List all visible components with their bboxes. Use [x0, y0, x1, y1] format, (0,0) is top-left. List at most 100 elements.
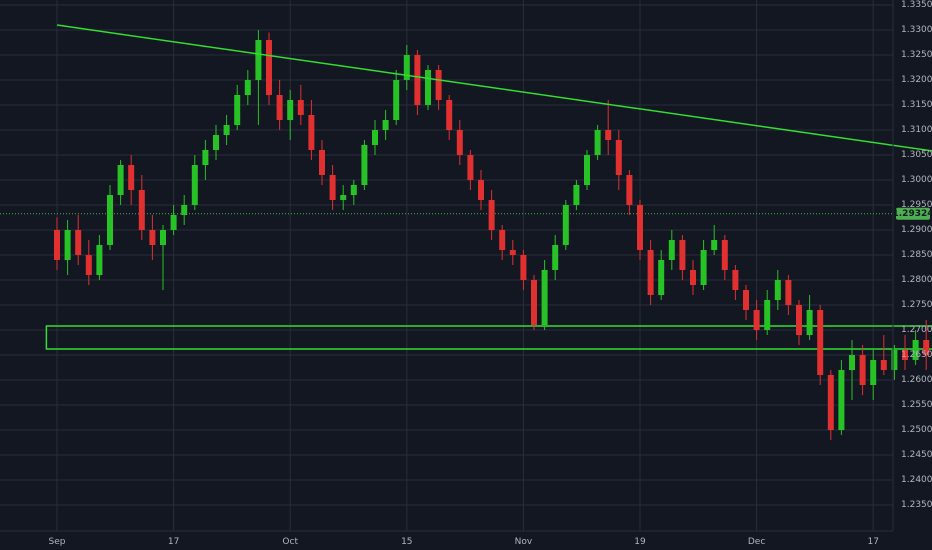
y-tick-label: 1.28500 — [901, 250, 932, 260]
candle-body — [806, 310, 813, 335]
candle — [870, 350, 877, 400]
candle-body — [372, 130, 378, 145]
support-zone[interactable] — [45, 325, 932, 350]
candle — [170, 205, 177, 235]
candle-body — [584, 155, 590, 185]
candle-body — [223, 125, 230, 135]
candle-body — [690, 270, 696, 285]
x-tick-label: Sep — [49, 537, 66, 547]
y-tick-label: 1.33000 — [901, 25, 932, 35]
candle — [711, 225, 718, 255]
candle-body — [107, 195, 113, 245]
candle — [923, 320, 930, 370]
x-tick-label: Dec — [748, 537, 765, 547]
candle-body — [796, 305, 802, 335]
candle — [340, 185, 347, 210]
candle — [690, 260, 696, 295]
x-axis[interactable]: Sep17Oct15Nov19Dec17201914Feb18Mar18 — [49, 537, 932, 547]
candle-body — [520, 255, 527, 280]
candle — [806, 295, 813, 340]
candle-body — [329, 175, 336, 200]
candle-body — [456, 130, 463, 155]
candle — [902, 335, 908, 370]
candle-body — [605, 130, 612, 140]
candle-body — [774, 280, 781, 300]
candle — [414, 50, 421, 115]
candle-body — [255, 40, 262, 80]
candle — [96, 235, 103, 280]
candle — [626, 170, 633, 215]
candle-body — [923, 340, 930, 355]
candle — [456, 120, 463, 165]
candle — [594, 125, 601, 160]
candle-body — [700, 250, 707, 285]
candle-series — [54, 30, 930, 440]
candle — [668, 230, 675, 270]
candle-body — [191, 165, 198, 205]
y-tick-label: 1.24500 — [901, 450, 932, 460]
candle-body — [509, 250, 516, 255]
y-tick-label: 1.26000 — [901, 375, 932, 385]
candle-body — [54, 230, 60, 260]
candle — [764, 290, 771, 335]
candle-body — [849, 355, 855, 370]
candle-body — [234, 95, 241, 125]
candle-body — [647, 250, 654, 295]
candle-body — [297, 100, 304, 115]
trendlines[interactable] — [56, 24, 932, 330]
candle — [361, 140, 368, 190]
candle — [859, 345, 866, 395]
current-price-tag-background — [896, 207, 930, 220]
candle-body — [743, 290, 749, 310]
candle — [541, 260, 548, 330]
candle-body — [202, 150, 209, 165]
candle-body — [499, 230, 506, 250]
current-price-label: 1.29324 — [893, 209, 932, 219]
candle — [382, 110, 389, 140]
candle — [128, 155, 135, 205]
y-axis[interactable]: 1.33500 1.33000 1.32500 1.32000 1.31500 1.310… — [901, 0, 932, 510]
candle-body — [817, 310, 824, 375]
candle — [213, 125, 219, 160]
y-tick-label: 1.30000 — [901, 175, 932, 185]
candle — [562, 200, 569, 250]
candle — [467, 150, 474, 190]
candle — [244, 70, 251, 105]
y-tick-label: 1.31000 — [901, 125, 932, 135]
candle-body — [85, 255, 92, 275]
y-tick-label: 1.28000 — [901, 275, 932, 285]
y-tick-label: 1.30500 — [901, 150, 932, 160]
candle — [796, 300, 802, 345]
candle-body — [350, 185, 357, 195]
descending-trendline[interactable] — [56, 24, 932, 205]
candle — [138, 175, 145, 240]
candle-body — [488, 200, 495, 230]
candle — [743, 285, 749, 320]
candle-body — [859, 355, 866, 385]
candle-body — [753, 310, 760, 330]
candle-body — [170, 215, 177, 230]
candle-body — [902, 350, 908, 360]
candle-body — [562, 205, 569, 245]
candle-body — [96, 245, 103, 275]
candle-body — [276, 95, 283, 120]
candle — [912, 330, 919, 365]
candle — [520, 250, 527, 290]
candle-body — [117, 165, 124, 195]
candle-body — [531, 280, 537, 325]
candle — [658, 250, 665, 300]
candle — [319, 140, 325, 185]
support-zones[interactable] — [45, 325, 932, 350]
candle — [297, 85, 304, 125]
candle-body — [870, 360, 877, 385]
candle-body — [340, 195, 347, 200]
grid-lines — [0, 0, 893, 531]
candle — [573, 180, 580, 210]
candle-body — [711, 240, 718, 250]
y-tick-label: 1.27000 — [901, 325, 932, 335]
candle-body — [414, 55, 421, 105]
candle-body — [637, 205, 643, 250]
y-tick-label: 1.24000 — [901, 475, 932, 485]
candle-body — [128, 165, 135, 190]
